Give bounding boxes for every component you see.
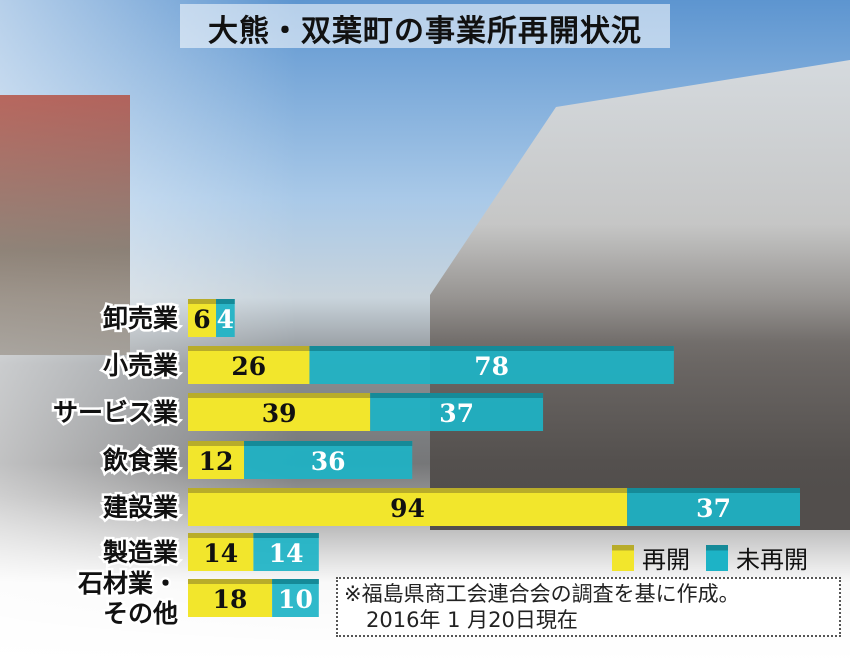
bar-top-stripe <box>244 441 413 446</box>
bar-top-stripe <box>216 299 235 304</box>
value-label-not-reopened: 4 <box>217 305 234 334</box>
background-shop <box>0 95 130 355</box>
legend: 再開 未再開 <box>612 540 808 575</box>
bar-top-stripe <box>188 393 371 398</box>
bar-reopened <box>188 533 254 571</box>
value-label-not-reopened: 37 <box>696 494 731 523</box>
category-label: サービス業 <box>53 398 178 427</box>
value-label-reopened: 26 <box>231 352 266 381</box>
bar-reopened <box>188 579 273 617</box>
value-label-reopened: 94 <box>390 494 425 523</box>
legend-label-not-reopened: 未再開 <box>736 546 808 574</box>
bar-top-stripe <box>370 393 544 398</box>
source-note: ※福島県商工会連合会の調査を基に作成。 2016年 1 月20日現在 <box>336 577 841 637</box>
value-label-not-reopened: 14 <box>269 539 304 568</box>
bar-reopened <box>188 393 371 431</box>
bar-not-reopened <box>272 579 319 617</box>
bar-top-stripe <box>188 441 245 446</box>
bar-top-stripe <box>272 579 319 584</box>
bar-reopened <box>188 346 310 384</box>
bar-not-reopened <box>253 533 319 571</box>
category-label: 飲食業 <box>102 446 178 475</box>
bar-top-stripe <box>627 488 800 493</box>
bar-top-stripe <box>309 346 674 351</box>
bar-top-stripe <box>188 579 273 584</box>
bar-reopened <box>188 441 245 479</box>
chart-title: 大熊・双葉町の事業所再開状況 <box>208 14 642 49</box>
bar-top-stripe <box>188 299 217 304</box>
bar-reopened <box>188 299 217 337</box>
legend-swatch-not-reopened <box>706 544 728 571</box>
category-label: 石材業・ <box>77 569 178 598</box>
value-label-reopened: 39 <box>262 399 297 428</box>
category-label: 建設業 <box>103 493 178 522</box>
bar-not-reopened <box>370 393 544 431</box>
note-line-1: ※福島県商工会連合会の調査を基に作成。 <box>344 582 740 606</box>
value-label-not-reopened: 37 <box>439 399 474 428</box>
bar-reopened <box>188 488 628 526</box>
value-label-not-reopened: 36 <box>311 447 346 476</box>
bar-top-stripe <box>253 533 319 538</box>
legend-swatch-reopened <box>612 544 634 571</box>
bar-not-reopened <box>216 299 235 337</box>
legend-label-reopened: 再開 <box>642 546 690 574</box>
category-label: 卸売業 <box>103 304 178 333</box>
category-label: 小売業 <box>103 351 178 380</box>
bar-top-stripe <box>188 533 254 538</box>
bar-not-reopened <box>627 488 800 526</box>
note-line-2: 2016年 1 月20日現在 <box>366 608 578 632</box>
value-label-reopened: 18 <box>213 585 248 614</box>
value-label-not-reopened: 10 <box>278 585 313 614</box>
category-label: その他 <box>103 599 178 628</box>
bar-top-stripe <box>188 488 628 493</box>
category-label: 製造業 <box>102 538 178 567</box>
bar-not-reopened <box>244 441 413 479</box>
bar-top-stripe <box>188 346 310 351</box>
value-label-reopened: 6 <box>193 305 210 334</box>
value-label-not-reopened: 78 <box>474 352 509 381</box>
title-band <box>180 4 670 48</box>
value-label-reopened: 12 <box>199 447 234 476</box>
bar-not-reopened <box>309 346 674 384</box>
value-label-reopened: 14 <box>203 539 238 568</box>
